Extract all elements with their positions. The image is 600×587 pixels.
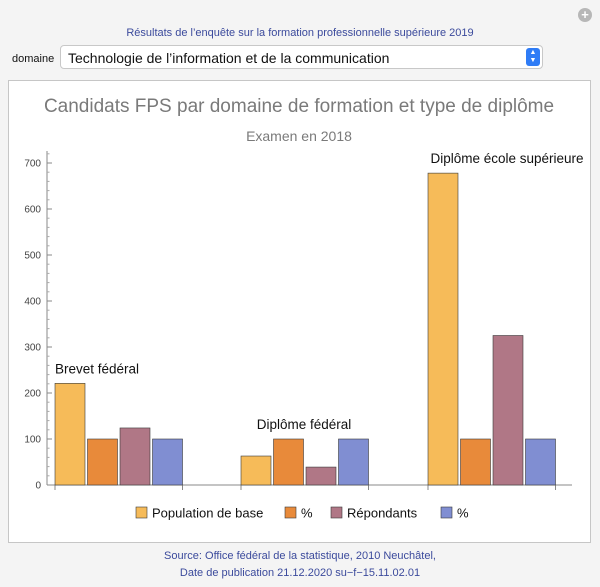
footer-source: Source: Office fédéral de la statistique… bbox=[164, 550, 436, 562]
legend-swatch bbox=[284, 506, 297, 519]
y-tick-label: 600 bbox=[24, 205, 41, 216]
bar-1-3 bbox=[119, 427, 151, 486]
chart-title: Candidats FPS par domaine de formation e… bbox=[44, 96, 554, 117]
category-label: Diplôme école supérieure bbox=[430, 151, 583, 166]
bar-chart: Candidats FPS par domaine de formation e… bbox=[24, 96, 583, 521]
legend-swatch bbox=[330, 506, 343, 519]
bar-2-2 bbox=[273, 438, 304, 486]
select-arrows-icon[interactable]: ▲ ▼ bbox=[526, 48, 540, 66]
domain-selector-row: domaine Technologie de l’information et … bbox=[10, 45, 545, 71]
legend-label: % bbox=[301, 506, 313, 521]
legend-label: Répondants bbox=[347, 506, 418, 521]
y-tick-label: 700 bbox=[24, 159, 41, 170]
y-tick-label: 300 bbox=[24, 343, 41, 354]
bar-1-4 bbox=[152, 438, 183, 486]
bar-3-2 bbox=[460, 438, 491, 486]
y-tick-label: 500 bbox=[24, 251, 41, 262]
domain-select[interactable]: Technologie de l’information et de la co… bbox=[60, 45, 543, 69]
footer: Source: Office fédéral de la statistique… bbox=[0, 548, 600, 582]
bar-2-3 bbox=[305, 466, 337, 486]
legend-label: Population de base bbox=[152, 506, 263, 521]
category-label: Brevet fédéral bbox=[55, 361, 139, 376]
y-tick-label: 0 bbox=[35, 481, 41, 492]
bar-1-1 bbox=[54, 383, 86, 486]
footer-publication: Date de publication 21.12.2020 su−f−15.1… bbox=[179, 567, 421, 579]
bar-3-1 bbox=[427, 172, 459, 486]
domain-select-value: Technologie de l’information et de la co… bbox=[68, 50, 390, 66]
report-title: Résultats de l’enquête sur la formation … bbox=[126, 27, 474, 39]
bar-3-3 bbox=[492, 335, 524, 486]
plus-icon[interactable]: + bbox=[578, 8, 592, 22]
category-label: Diplôme fédéral bbox=[257, 417, 352, 432]
chart-subtitle: Examen en 2018 bbox=[246, 128, 352, 144]
bar-3-4 bbox=[525, 438, 556, 486]
bar-1-2 bbox=[87, 438, 118, 486]
legend-swatch bbox=[135, 506, 148, 519]
chart-panel: Candidats FPS par domaine de formation e… bbox=[8, 80, 591, 543]
legend-label: % bbox=[457, 506, 469, 521]
domain-label: domaine bbox=[12, 53, 55, 65]
y-tick-label: 100 bbox=[24, 435, 41, 446]
bar-2-1 bbox=[240, 455, 272, 486]
legend-swatch bbox=[440, 506, 453, 519]
bar-2-4 bbox=[338, 438, 369, 486]
y-tick-label: 400 bbox=[24, 297, 41, 308]
y-tick-label: 200 bbox=[24, 389, 41, 400]
